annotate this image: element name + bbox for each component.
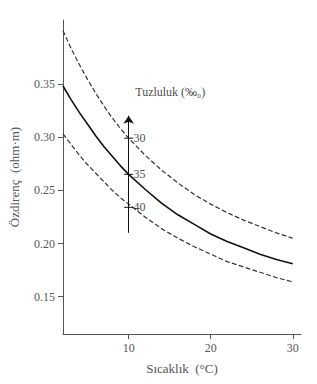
svg-text:30: 30 bbox=[287, 341, 299, 355]
svg-text:20: 20 bbox=[205, 341, 217, 355]
svg-text:30: 30 bbox=[134, 131, 146, 145]
svg-text:35: 35 bbox=[134, 167, 146, 181]
svg-text:Tuzluluk (‰₀): Tuzluluk (‰₀) bbox=[135, 85, 205, 99]
svg-text:0.30: 0.30 bbox=[34, 130, 55, 144]
svg-text:10: 10 bbox=[123, 341, 135, 355]
svg-text:0.25: 0.25 bbox=[34, 183, 55, 197]
svg-text:0.35: 0.35 bbox=[34, 77, 55, 91]
svg-text:Sıcaklık (°C): Sıcaklık (°C) bbox=[146, 361, 218, 376]
svg-text:0.15: 0.15 bbox=[34, 290, 55, 304]
svg-text:Özdirenç (ohm·m): Özdirenç (ohm·m) bbox=[7, 127, 22, 227]
svg-text:0.20: 0.20 bbox=[34, 237, 55, 251]
svg-text:40: 40 bbox=[133, 200, 146, 215]
